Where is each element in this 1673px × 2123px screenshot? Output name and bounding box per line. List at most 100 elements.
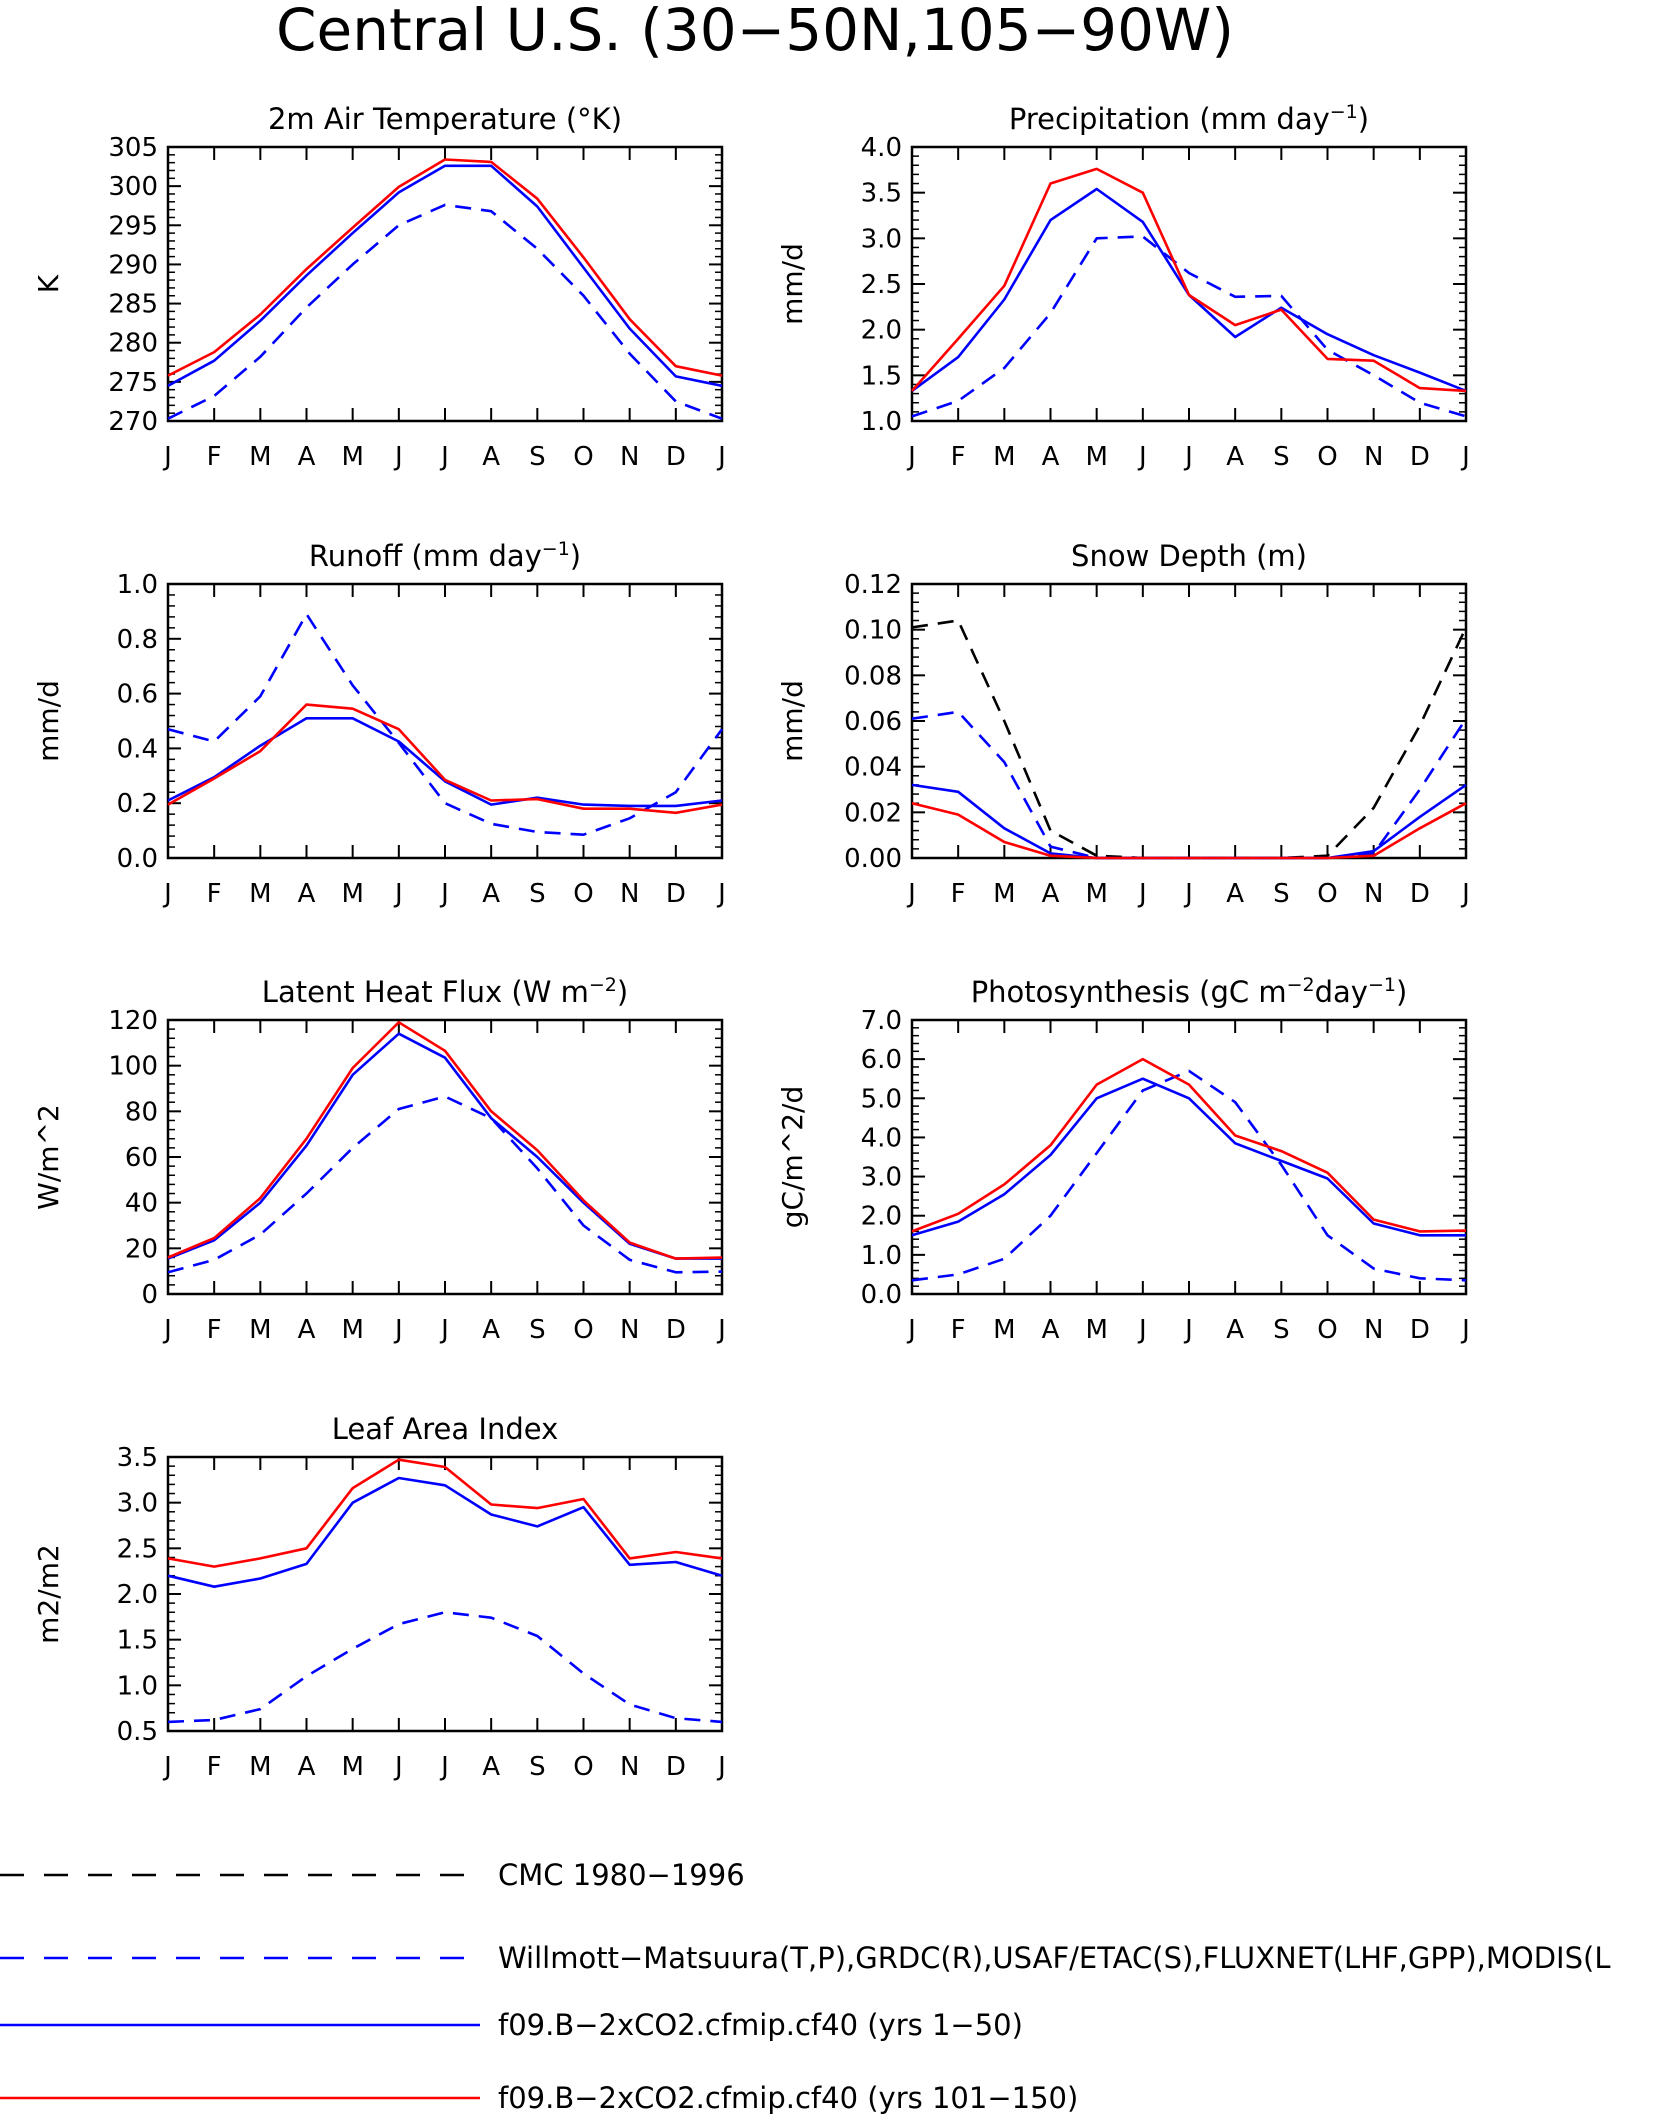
- x-tick-label: J: [439, 442, 449, 472]
- panel-title: Precipitation (mm day−1): [1009, 101, 1369, 136]
- x-tick-label: J: [716, 1315, 726, 1345]
- y-tick-label: 0.4: [117, 734, 158, 764]
- series-line-model1: [911, 1077, 1466, 1237]
- series-line-obs: [911, 1069, 1467, 1282]
- x-tick-label: M: [1085, 879, 1107, 909]
- y-axis-label: mm/d: [776, 243, 809, 325]
- x-tick-label: A: [298, 1315, 316, 1345]
- y-tick-label: 0.08: [844, 661, 902, 691]
- y-tick-label: 80: [125, 1097, 158, 1127]
- y-tick-label: 270: [108, 407, 158, 437]
- x-tick-label: J: [1183, 442, 1193, 472]
- y-tick-label: 285: [108, 290, 158, 320]
- panel-7: Leaf Area Index m2/m2 0.5 1.0 1.5 2.0 2.5 3.0 3.…: [32, 1412, 726, 1782]
- x-tick-label: S: [529, 442, 546, 472]
- series-line-model2: [167, 1020, 723, 1260]
- y-tick-label: 40: [125, 1189, 158, 1219]
- x-tick-label: M: [993, 442, 1015, 472]
- y-tick-label: 1.0: [861, 407, 902, 437]
- x-tick-label: J: [906, 1315, 916, 1345]
- x-tick-label: A: [1226, 879, 1244, 909]
- x-tick-label: J: [1183, 879, 1193, 909]
- panel-2: Precipitation (mm day−1) mm/d 1.0 1.5 2.0 2.5…: [776, 101, 1470, 472]
- x-tick-label: D: [666, 1752, 686, 1782]
- x-tick-label: M: [993, 1315, 1015, 1345]
- x-tick-label: S: [529, 879, 546, 909]
- x-tick-label: F: [207, 1315, 222, 1345]
- y-tick-label: 2.0: [861, 316, 902, 346]
- x-tick-label: O: [573, 879, 593, 909]
- x-tick-label: J: [906, 879, 916, 909]
- panel-title: Latent Heat Flux (W m−2): [262, 974, 628, 1009]
- x-tick-label: J: [393, 1315, 403, 1345]
- plot-frame: [166, 582, 724, 860]
- y-tick-label: 7.0: [861, 1006, 902, 1036]
- x-tick-label: M: [341, 1752, 363, 1782]
- x-tick-label: M: [341, 879, 363, 909]
- series-line-model1: [167, 716, 723, 808]
- x-tick-label: F: [207, 1752, 222, 1782]
- y-tick-label: 290: [108, 250, 158, 280]
- series-line-obs: [911, 235, 1467, 418]
- y-tick-label: 2.5: [117, 1534, 158, 1564]
- y-axis-label: mm/d: [32, 680, 65, 762]
- y-tick-label: 3.5: [861, 179, 902, 209]
- series-line-obs: [167, 612, 724, 837]
- series-line-model2: [911, 1057, 1467, 1233]
- x-tick-label: O: [573, 442, 593, 472]
- x-tick-label: A: [298, 1752, 316, 1782]
- y-axis-label: m2/m2: [32, 1544, 65, 1644]
- series-line-obs: [167, 1095, 723, 1274]
- y-tick-label: 1.0: [117, 1671, 158, 1701]
- y-tick-label: 3.0: [117, 1489, 158, 1519]
- panel-5: Latent Heat Flux (W m−2) W/m^2 0 20 40 60 80 10…: [32, 974, 726, 1345]
- series-line-obs: [167, 203, 723, 420]
- y-tick-label: 2.0: [117, 1580, 158, 1610]
- figure-title: Central U.S. (30−50N,105−90W): [276, 0, 1234, 64]
- x-tick-label: D: [1410, 879, 1430, 909]
- x-tick-label: A: [1226, 442, 1244, 472]
- y-tick-label: 0.0: [861, 1280, 902, 1310]
- x-tick-label: A: [1042, 879, 1060, 909]
- panel-3: Runoff (mm day−1) mm/d 0.0 0.2 0.4 0.6 0.8 1.0 J…: [32, 538, 726, 909]
- x-tick-label: J: [162, 879, 172, 909]
- y-axis-label: mm/d: [776, 680, 809, 762]
- series-line-model1: [911, 187, 1467, 393]
- x-tick-label: J: [906, 442, 916, 472]
- series-line-obs: [167, 1611, 723, 1724]
- x-tick-label: A: [482, 879, 500, 909]
- x-tick-label: F: [207, 879, 222, 909]
- y-tick-label: 3.0: [861, 1163, 902, 1193]
- x-tick-label: J: [439, 1752, 449, 1782]
- x-tick-label: D: [666, 442, 686, 472]
- y-tick-label: 275: [108, 368, 158, 398]
- x-tick-label: D: [1410, 442, 1430, 472]
- y-tick-label: 0.5: [117, 1717, 158, 1747]
- x-tick-label: N: [1364, 442, 1383, 472]
- x-tick-label: A: [482, 1752, 500, 1782]
- y-tick-label: 2.0: [861, 1202, 902, 1232]
- panel-title: Runoff (mm day−1): [309, 538, 581, 573]
- x-tick-label: D: [666, 879, 686, 909]
- series-line-model1: [167, 1032, 722, 1260]
- x-tick-label: S: [529, 1315, 546, 1345]
- y-tick-label: 1.5: [861, 361, 902, 391]
- y-tick-label: 5.0: [861, 1084, 902, 1114]
- panel-6: Photosynthesis (gC m−2day−1) gC/m^2/d 0.0 1…: [776, 974, 1470, 1345]
- y-tick-label: 3.5: [117, 1443, 158, 1473]
- x-tick-label: J: [716, 442, 726, 472]
- y-axis-label: gC/m^2/d: [776, 1086, 809, 1229]
- legend-label: f09.B−2xCO2.cfmip.cf40 (yrs 1−50): [498, 2008, 1023, 2042]
- series-line-model1: [167, 164, 723, 388]
- x-tick-label: A: [482, 1315, 500, 1345]
- panel-1: 2m Air Temperature (°K) K 270 275 280 285 290 2…: [32, 102, 726, 472]
- series-line-model2: [167, 1458, 723, 1568]
- x-tick-label: J: [1137, 879, 1147, 909]
- x-tick-label: J: [1137, 442, 1147, 472]
- x-tick-label: J: [716, 879, 726, 909]
- plot-frame: [910, 582, 1468, 860]
- panel-4: Snow Depth (m) mm/d 0.00 0.02 0.04 0.06 0.08 0.…: [776, 539, 1470, 909]
- y-tick-label: 1.5: [117, 1626, 158, 1656]
- y-axis-label: K: [32, 274, 65, 293]
